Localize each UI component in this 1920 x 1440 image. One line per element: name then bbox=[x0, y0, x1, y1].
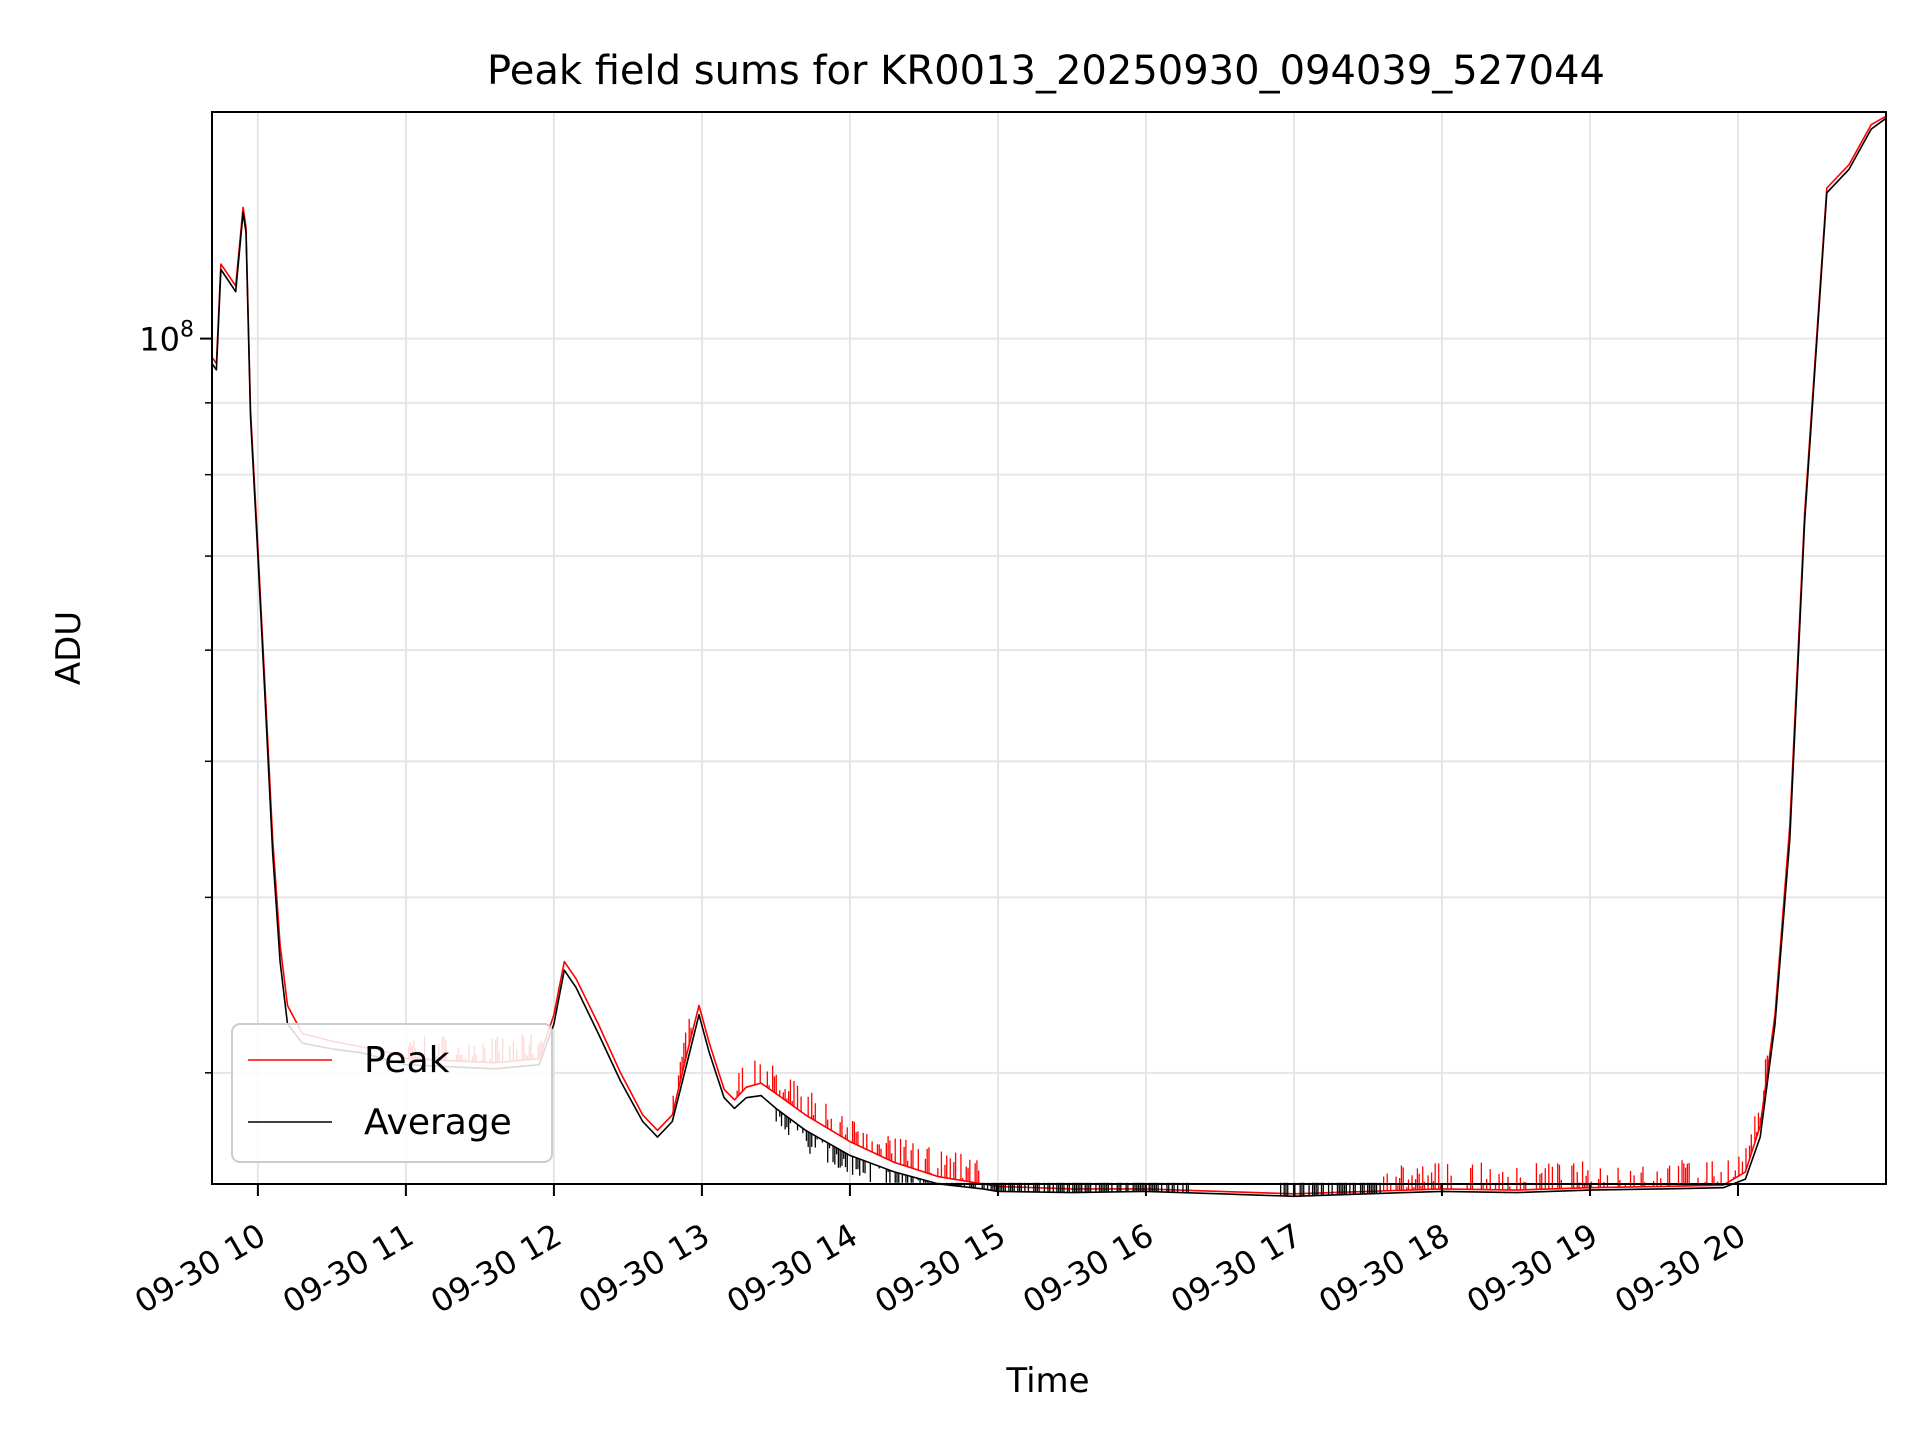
chart-title: Peak field sums for KR0013_20250930_0940… bbox=[487, 48, 1605, 94]
legend-label-average: Average bbox=[364, 1102, 512, 1143]
plot-frame bbox=[211, 111, 1887, 1185]
legend-box bbox=[231, 1023, 553, 1163]
legend-label-peak: Peak bbox=[364, 1040, 450, 1081]
y-axis-label: ADU bbox=[49, 611, 89, 685]
legend: Peak Average bbox=[231, 1023, 553, 1163]
series-line-average bbox=[211, 117, 1887, 1198]
y-axis-ticks: 108 bbox=[139, 318, 212, 1074]
y-tick-label: 108 bbox=[139, 318, 194, 359]
series-line-peak bbox=[211, 115, 1887, 1195]
x-axis-label: Time bbox=[1005, 1361, 1089, 1401]
